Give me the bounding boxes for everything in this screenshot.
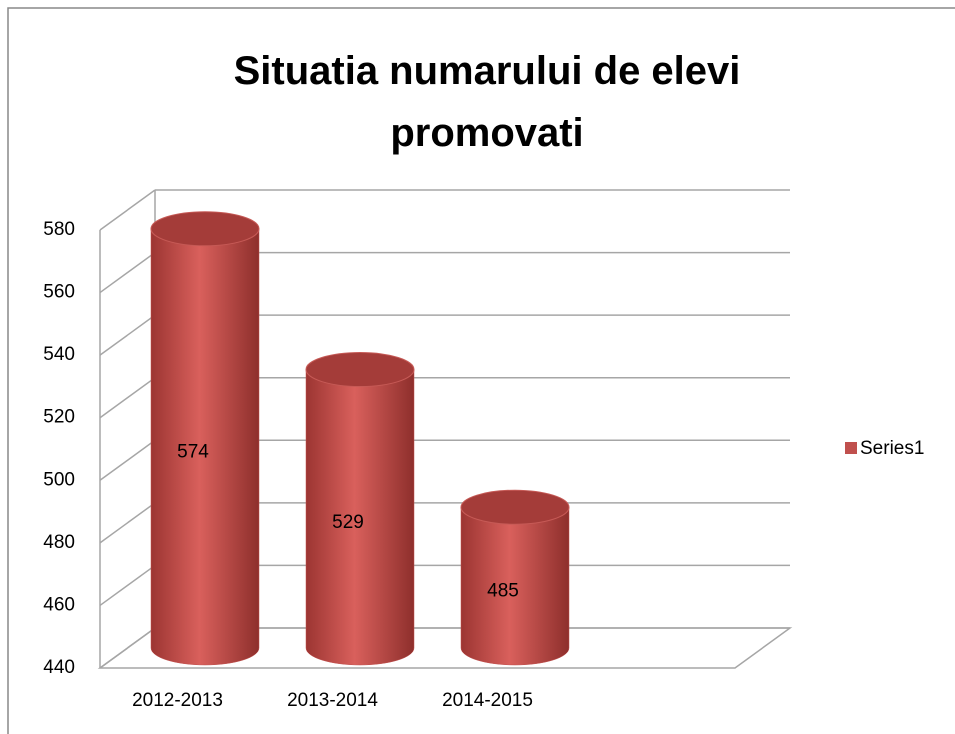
cylinder-top [460, 489, 570, 525]
legend-swatch [845, 442, 857, 454]
cylinder [150, 228, 260, 666]
chart-title: Situatia numarului de elevi promovati [233, 49, 741, 155]
grid-line [99, 627, 156, 669]
y-tick-label: 520 [43, 407, 75, 428]
grid-line [99, 502, 156, 544]
cylinder [460, 506, 570, 666]
x-tick-label: 2014-2015 [442, 690, 533, 711]
y-tick-label: 500 [43, 469, 75, 490]
y-tick-label: 480 [43, 532, 75, 553]
cylinder-top [150, 211, 260, 247]
data-label: 485 [487, 581, 519, 602]
y-tick-label: 540 [43, 344, 75, 365]
x-tick-label: 2012-2013 [132, 690, 223, 711]
y-tick-label: 440 [43, 657, 75, 678]
legend-label: Series1 [860, 438, 924, 459]
grid-line [99, 439, 156, 481]
data-label: 529 [332, 512, 364, 533]
x-tick-label: 2013-2014 [287, 690, 378, 711]
grid-line [99, 189, 156, 231]
cylinder-top [305, 352, 415, 388]
grid-line [99, 314, 156, 356]
grid-line [99, 564, 156, 607]
y-tick-label: 560 [43, 282, 75, 303]
cylinder [305, 369, 415, 666]
grid-line [99, 377, 156, 419]
data-label: 574 [177, 441, 209, 462]
y-tick-label: 460 [43, 594, 75, 615]
y-tick-label: 580 [43, 219, 75, 240]
grid-line [99, 251, 156, 294]
